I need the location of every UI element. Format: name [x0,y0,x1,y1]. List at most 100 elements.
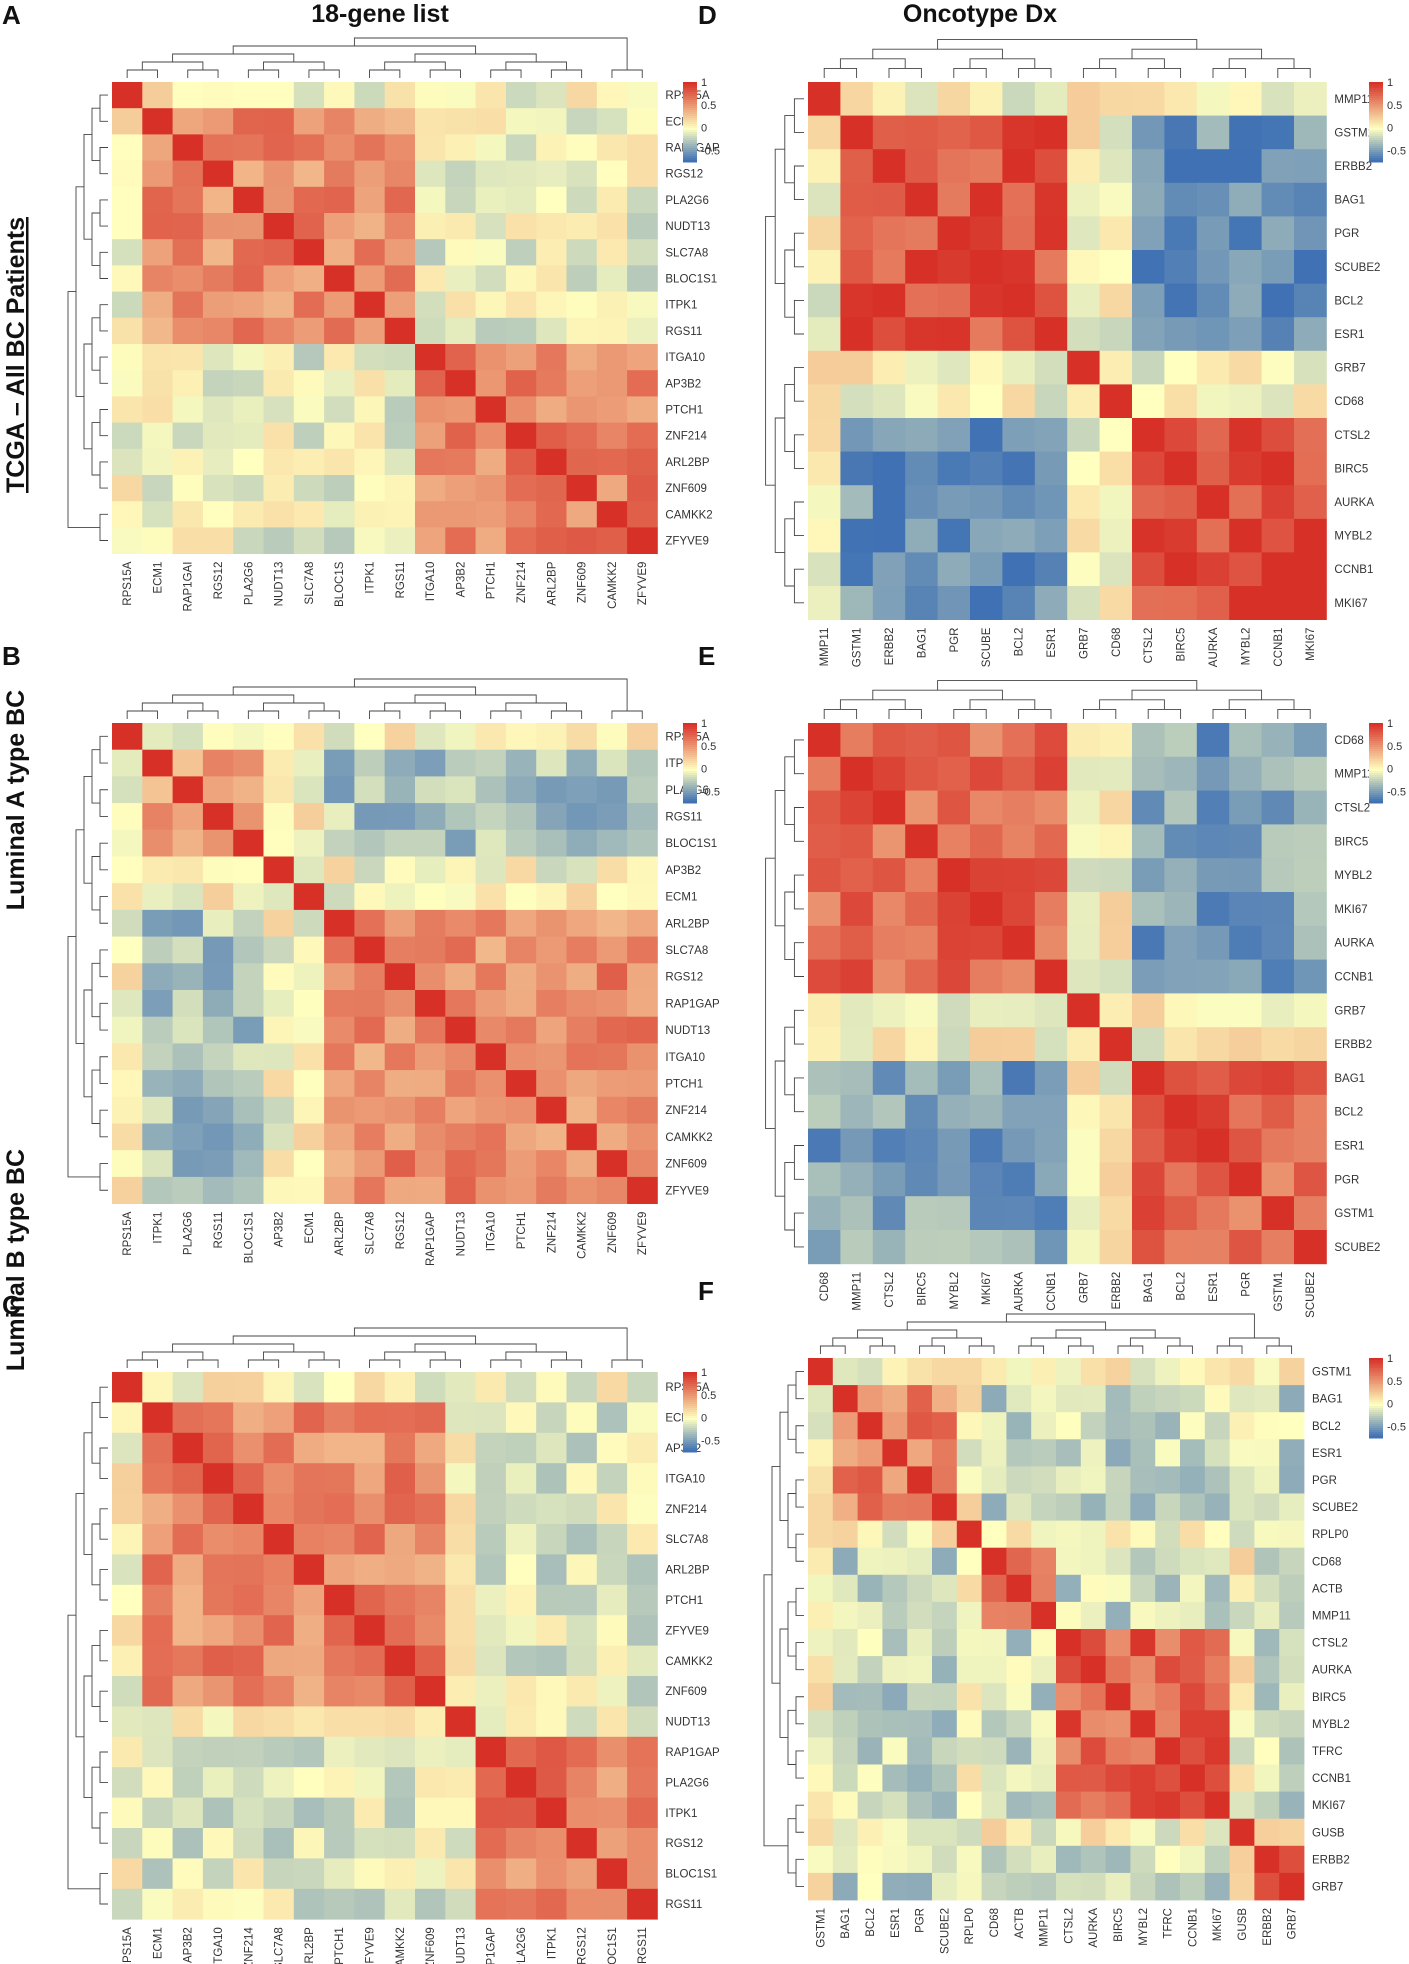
heatmap-cell [233,1706,264,1738]
heatmap-cell [1105,1574,1131,1603]
heatmap-cell [808,1466,834,1494]
heatmap-cell [1254,1872,1280,1901]
heatmap-cell [1034,250,1068,284]
heatmap-cell [505,990,537,1018]
row-dendrogram-branch [99,409,108,437]
column-dendrogram-branch [1131,48,1263,59]
colorbar-segment [683,112,697,115]
colorbar-segment [683,723,697,726]
colorbar-segment [1369,110,1383,113]
column-label: MYBL2 [1138,1908,1150,1946]
row-dendrogram-branch [99,842,108,871]
colorbar-segment [683,1390,697,1393]
heatmap-cell [1164,756,1198,791]
heatmap-cell [536,1524,567,1555]
heatmap-cell [475,475,507,502]
heatmap-cell [907,1466,933,1494]
heatmap-cell [905,993,938,1028]
colorbar-segment [683,1416,697,1419]
column-label: PGR [949,628,961,653]
heatmap-cell [324,422,355,450]
column-label: ZNF609 [607,1212,619,1254]
heatmap-cell [1099,993,1133,1028]
heatmap-cell [324,829,355,857]
colorbar-segment [1369,1392,1383,1395]
heatmap-cell [566,344,598,371]
heatmap-cell [142,108,173,135]
column-label: MKI67 [1212,1908,1224,1941]
heatmap-cell [596,723,628,751]
heatmap-cell [505,1676,537,1707]
heatmap-cell [505,1615,537,1646]
heatmap-cell [112,1372,143,1403]
heatmap-cell [354,963,386,991]
column-label: RGS11 [395,562,407,599]
heatmap-cell [907,1601,933,1630]
heatmap-cell [627,883,658,911]
heatmap-cell [596,265,628,292]
heatmap-cell [566,213,598,240]
heatmap-cell [384,1615,416,1646]
heatmap-cell [293,1043,325,1071]
heatmap-cell [1196,485,1230,520]
heatmap-cell [263,239,295,266]
heatmap-cell [566,160,598,188]
heatmap-cell [354,1043,386,1071]
heatmap-cell [142,963,173,991]
heatmap-cell [263,475,295,502]
heatmap-cell [1056,1818,1082,1847]
heatmap-cell [872,790,906,825]
heatmap-cell [445,291,476,319]
heatmap-cell [445,1402,476,1434]
row-dendrogram-branch [795,1750,804,1779]
heatmap-cell [1099,216,1133,251]
heatmap-cell [566,501,598,528]
heatmap-cell [354,1372,386,1403]
heatmap-cell [872,993,906,1028]
column-dendrogram-branch [429,1359,461,1368]
heatmap-cell [872,317,906,352]
heatmap-cell [112,1584,143,1616]
heatmap-cell [142,1584,173,1616]
heatmap-cell [415,1070,446,1098]
heatmap-cell [324,1043,355,1071]
heatmap-cell [324,448,355,476]
heatmap-cell [202,82,234,109]
heatmap-cell [956,1737,982,1765]
heatmap-cell [1132,1230,1165,1265]
heatmap-cell [1006,1547,1032,1576]
heatmap-cell [384,1096,416,1124]
heatmap-cell [172,776,204,804]
heatmap-cell [202,1176,234,1204]
heatmap-cell [1132,552,1165,587]
heatmap-cell [1130,1493,1156,1521]
column-dendrogram-branch [232,45,477,54]
heatmap-cell [142,1676,173,1707]
heatmap-cell [970,790,1003,825]
heatmap-cell [263,370,295,397]
colorbar-segment [683,1376,697,1379]
heatmap-cell [566,749,598,777]
heatmap-cell [627,1096,658,1124]
heatmap-cell [415,239,446,266]
heatmap-cell [354,1493,386,1525]
heatmap-cell [1294,350,1327,385]
column-label: SLC7A8 [304,562,316,605]
heatmap-cell [415,1645,446,1677]
heatmap-cell [1132,451,1165,486]
heatmap-cell [832,1845,858,1874]
heatmap-cell [233,186,264,214]
heatmap-cell [1229,451,1262,486]
heatmap-cell [293,317,325,345]
heatmap-cell [1229,1845,1255,1874]
heatmap-cell [1294,723,1327,758]
heatmap-cell [324,1767,355,1798]
heatmap-cell [1254,1385,1280,1413]
heatmap-cell [1080,1656,1106,1684]
heatmap-cell [596,1645,628,1677]
heatmap-cell [293,1584,325,1616]
row-label: BAG1 [1312,1394,1343,1406]
column-dendrogram-branch [414,53,537,62]
heatmap-cell [415,856,446,884]
heatmap-cell [324,527,355,554]
